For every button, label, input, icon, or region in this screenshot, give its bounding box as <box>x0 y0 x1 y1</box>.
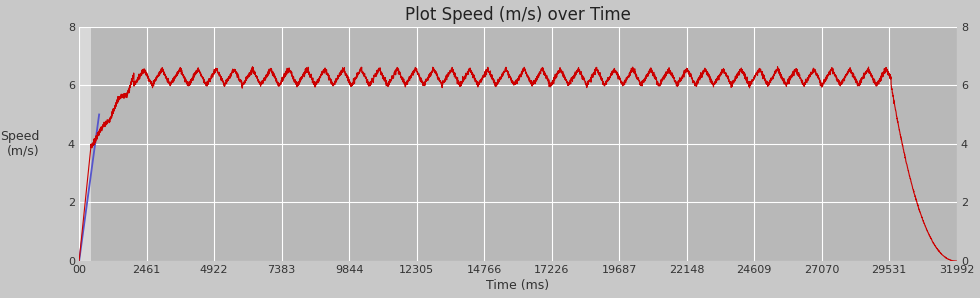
Title: Plot Speed (m/s) over Time: Plot Speed (m/s) over Time <box>405 6 631 24</box>
Y-axis label: Speed
(m/s): Speed (m/s) <box>0 130 39 158</box>
Bar <box>79 27 91 261</box>
X-axis label: Time (ms): Time (ms) <box>486 280 550 292</box>
